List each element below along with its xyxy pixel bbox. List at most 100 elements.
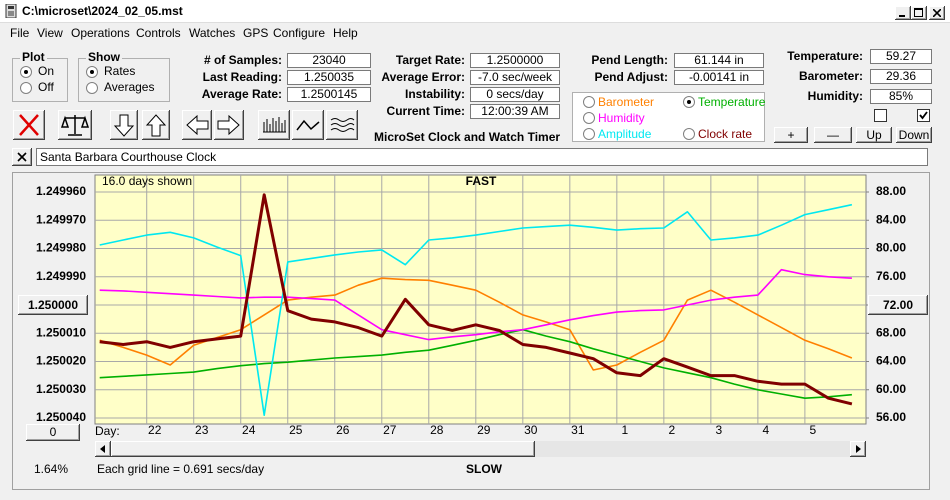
adjust-button[interactable]: Down	[896, 127, 932, 143]
app-icon	[5, 4, 17, 18]
y-tick-label: 1.249980	[36, 241, 86, 255]
right-arrow-icon	[217, 114, 240, 136]
balance-button[interactable]	[58, 110, 92, 140]
menu-item[interactable]: Configure	[273, 26, 326, 40]
y2-tick-label: 84.00	[876, 212, 906, 226]
radio-button[interactable]	[583, 128, 595, 140]
scroll-left-glyph	[100, 445, 105, 453]
radio-dot	[24, 70, 28, 74]
radio-label[interactable]: On	[38, 64, 55, 78]
menu-item[interactable]: Watches	[189, 26, 236, 40]
field-label: Average Error:	[381, 70, 465, 84]
y2-tick-label: 68.00	[876, 325, 906, 339]
series-option[interactable]: Temperature	[698, 95, 766, 109]
close-window-button[interactable]	[929, 6, 945, 20]
left-arrow-icon	[186, 114, 209, 136]
field-label: Average Rate:	[201, 87, 282, 101]
samples-button[interactable]	[258, 110, 290, 140]
group-box	[78, 58, 170, 102]
minimize-glyph	[899, 15, 905, 17]
up-arrow-icon	[145, 114, 167, 137]
field-label: # of Samples:	[203, 53, 282, 67]
up-button[interactable]	[142, 110, 170, 140]
clear-name-button[interactable]	[12, 148, 32, 166]
grid	[95, 175, 866, 424]
x-tick-label: 23	[195, 423, 209, 437]
y2-tick-label: 80.00	[876, 241, 906, 255]
y-tick-label: 1.250030	[36, 382, 86, 396]
radio-button[interactable]	[20, 82, 32, 94]
menu-item[interactable]: Controls	[136, 26, 181, 40]
radio-button[interactable]	[683, 96, 695, 108]
adjust-button[interactable]: —	[814, 127, 852, 143]
menu-item[interactable]: File	[10, 26, 30, 40]
down-arrow-icon	[113, 114, 135, 137]
left-button[interactable]	[182, 110, 212, 140]
series-option[interactable]: Clock rate	[698, 127, 753, 141]
adjust-button[interactable]: +	[774, 127, 808, 143]
right-button[interactable]	[214, 110, 244, 140]
rate-button[interactable]: 1.250000	[18, 295, 88, 315]
series-line	[99, 268, 852, 341]
clock-name-field[interactable]: Santa Barbara Courthouse Clock	[36, 148, 928, 166]
x-tick-label: 28	[430, 423, 444, 437]
radio-label[interactable]: Averages	[104, 80, 155, 94]
samples-icon	[263, 117, 286, 133]
x-tick-label: 5	[810, 423, 817, 437]
y2-button[interactable]: 72.00	[868, 295, 928, 315]
wave-button[interactable]	[326, 110, 358, 140]
window-title: C:\microset\2024_02_05.mst	[22, 4, 183, 18]
field-label: Last Reading:	[202, 70, 282, 84]
radio-button[interactable]	[683, 128, 695, 140]
days-shown: 16.0 days shown	[102, 174, 192, 188]
menu-item[interactable]: Operations	[71, 26, 130, 40]
scroll-thumb[interactable]	[111, 441, 535, 457]
checkbox[interactable]	[917, 109, 930, 122]
field-label: Target Rate:	[395, 53, 465, 67]
field-label: Pend Adjust:	[594, 70, 668, 84]
radio-button[interactable]	[20, 66, 32, 78]
menu-item[interactable]: View	[37, 26, 63, 40]
radio-button[interactable]	[583, 112, 595, 124]
field-label: Pend Length:	[591, 53, 668, 67]
x-tick-label: 24	[242, 423, 256, 437]
y-tick-label: 1.250020	[36, 354, 86, 368]
minimize-button[interactable]	[895, 6, 911, 20]
y-tick-label: 1.249990	[36, 269, 86, 283]
scroll-right[interactable]	[850, 441, 866, 457]
radio-label[interactable]: Off	[38, 80, 54, 94]
x-tick-label: 2	[669, 423, 676, 437]
field-value: 29.36	[870, 69, 932, 84]
y-tick-label: 1.249970	[36, 212, 86, 226]
menu-item[interactable]: GPS	[243, 26, 269, 40]
field-value: 1.2500145	[287, 87, 371, 102]
menu-item[interactable]: Help	[333, 26, 358, 40]
series-option[interactable]: Humidity	[598, 111, 645, 125]
x-tick-label: 31	[571, 423, 585, 437]
series-option[interactable]: Barometer	[598, 95, 655, 109]
x-tick-label: 3	[716, 423, 723, 437]
clear-button[interactable]	[13, 110, 45, 140]
checkbox[interactable]	[874, 109, 887, 122]
offset-button[interactable]: 0	[26, 424, 80, 441]
field-value: -7.0 sec/week	[470, 70, 560, 85]
x-tick-label: 30	[524, 423, 538, 437]
series-option[interactable]: Amplitude	[598, 127, 652, 141]
check-mark	[919, 111, 928, 120]
radio-button[interactable]	[86, 66, 98, 78]
scroll-left[interactable]	[95, 441, 111, 457]
radio-dot	[687, 100, 691, 104]
down-button[interactable]	[110, 110, 138, 140]
percent-label: 1.64%	[34, 462, 69, 476]
radio-label[interactable]: Rates	[104, 64, 136, 78]
adjust-button[interactable]: Up	[856, 127, 892, 143]
maximize-button[interactable]	[911, 6, 927, 20]
balance-icon	[60, 115, 90, 136]
y-tick-label: 1.250010	[36, 325, 86, 339]
smooth-button[interactable]	[292, 110, 324, 140]
radio-button[interactable]	[86, 82, 98, 94]
scroll-right-glyph	[856, 445, 861, 453]
radio-button[interactable]	[583, 96, 595, 108]
